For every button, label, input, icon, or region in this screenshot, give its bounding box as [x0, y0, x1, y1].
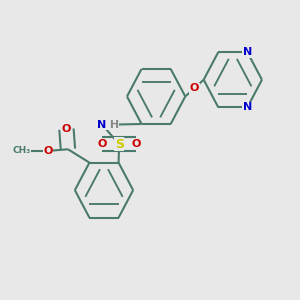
Text: O: O: [43, 146, 53, 156]
Text: O: O: [98, 139, 107, 149]
Text: O: O: [62, 124, 71, 134]
Text: CH₃: CH₃: [13, 146, 31, 155]
Text: H: H: [106, 120, 119, 130]
Text: N: N: [97, 120, 106, 130]
Text: O: O: [190, 83, 199, 93]
Text: O: O: [131, 139, 141, 149]
Text: N: N: [243, 47, 252, 57]
Text: N: N: [243, 102, 252, 112]
Text: S: S: [115, 138, 124, 151]
